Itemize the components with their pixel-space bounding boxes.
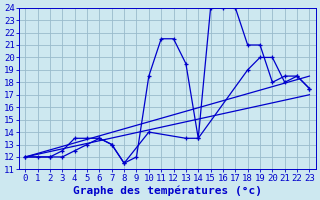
X-axis label: Graphe des températures (°c): Graphe des températures (°c) [73,185,262,196]
